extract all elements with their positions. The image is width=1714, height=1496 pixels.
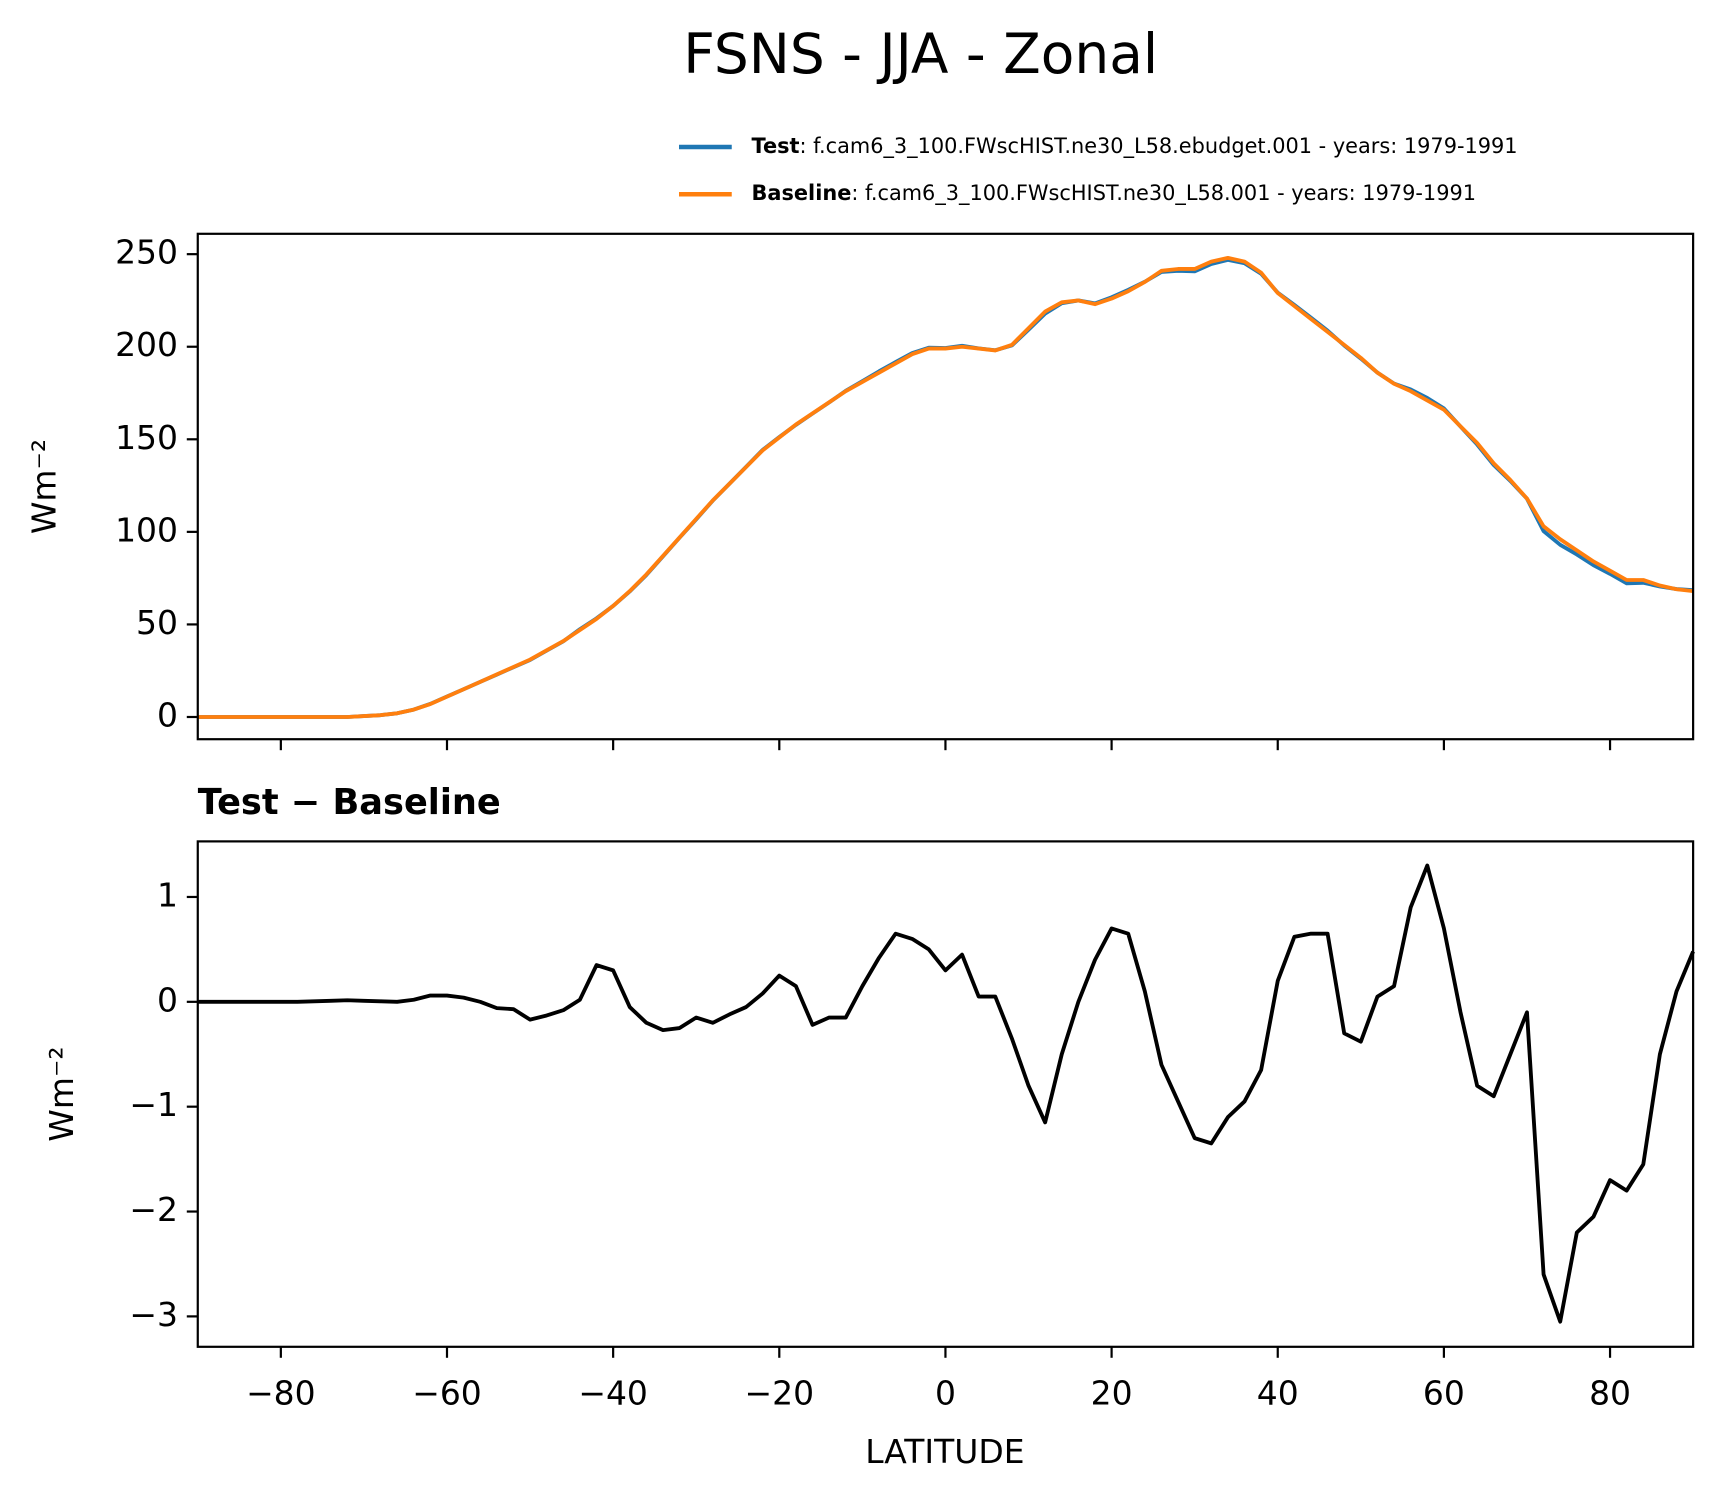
data-line xyxy=(197,255,1694,719)
y-tick-label: 200 xyxy=(115,325,178,364)
x-tick-label: 60 xyxy=(1423,1374,1465,1413)
x-tick-label: 20 xyxy=(1091,1374,1133,1413)
y-tick-label: 0 xyxy=(157,980,178,1019)
legend-entry: Baseline: f.cam6_3_100.FWscHIST.ne30_L58… xyxy=(752,181,1477,206)
x-axis-label: LATITUDE xyxy=(865,1432,1024,1471)
x-tick-label: −60 xyxy=(412,1374,482,1413)
y-axis-label: Wm⁻² xyxy=(25,439,64,534)
y-tick-label: −2 xyxy=(129,1190,178,1229)
y-axis-label: Wm⁻² xyxy=(42,1046,81,1141)
chart-title: FSNS - JJA - Zonal xyxy=(683,22,1158,86)
y-tick-label: −1 xyxy=(129,1085,178,1124)
axes-frame xyxy=(196,232,1695,741)
y-tick-label: −3 xyxy=(129,1295,178,1334)
legend-label: : f.cam6_3_100.FWscHIST.ne30_L58.ebudget… xyxy=(800,134,1518,159)
x-tick-label: −80 xyxy=(246,1374,316,1413)
y-tick-label: 1 xyxy=(157,875,178,914)
legend-name: Baseline xyxy=(752,181,852,205)
x-tick-label: 0 xyxy=(935,1374,956,1413)
x-tick-label: 40 xyxy=(1257,1374,1299,1413)
y-tick-label: 0 xyxy=(157,695,178,734)
legend-name: Test xyxy=(752,134,800,158)
y-tick-label: 250 xyxy=(115,233,178,272)
data-line xyxy=(197,257,1694,719)
subplot-title: Test − Baseline xyxy=(198,782,501,823)
x-tick-label: 80 xyxy=(1589,1374,1631,1413)
y-tick-label: 150 xyxy=(115,418,178,457)
y-tick-label: 50 xyxy=(136,603,178,642)
x-tick-label: −40 xyxy=(578,1374,648,1413)
data-line xyxy=(197,863,1695,1324)
y-tick-label: 100 xyxy=(115,510,178,549)
legend-entry: Test: f.cam6_3_100.FWscHIST.ne30_L58.ebu… xyxy=(752,134,1518,159)
legend-label: : f.cam6_3_100.FWscHIST.ne30_L58.001 - y… xyxy=(851,181,1476,206)
x-tick-label: −20 xyxy=(745,1374,815,1413)
axes-frame xyxy=(196,840,1695,1348)
